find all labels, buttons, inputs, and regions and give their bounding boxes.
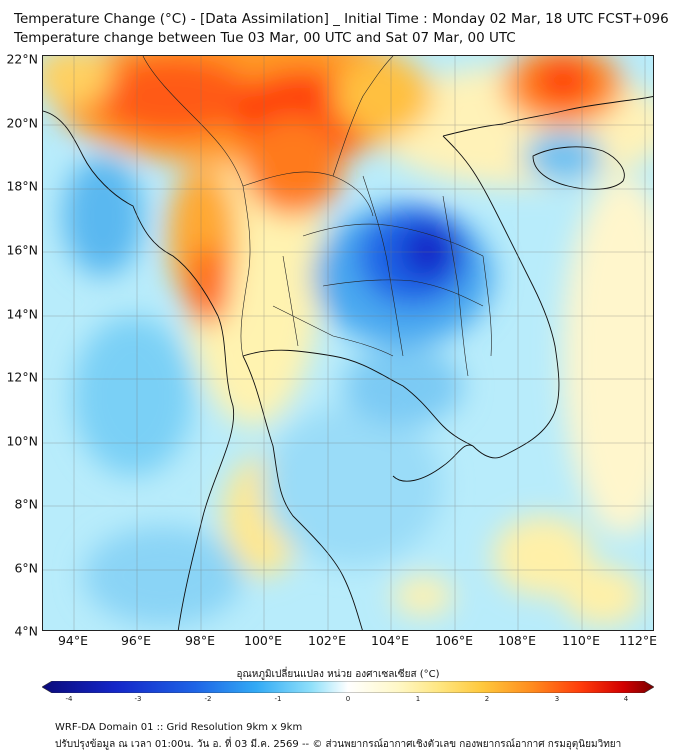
lon-label-98e: 98°E xyxy=(184,633,216,648)
map-title: Temperature Change (°C) - [Data Assimila… xyxy=(14,11,669,27)
colorbar xyxy=(42,681,654,693)
colorbar-tick-label: 4 xyxy=(623,695,629,703)
lon-label-106e: 106°E xyxy=(434,633,474,648)
province-borders xyxy=(142,56,492,377)
lat-label-6n: 6°N xyxy=(14,560,38,576)
colorbar-tick-label: 3 xyxy=(554,695,560,703)
lon-label-108e: 108°E xyxy=(497,633,537,648)
lat-label-10n: 10°N xyxy=(6,433,38,449)
graticule xyxy=(43,56,653,630)
lat-label-8n: 8°N xyxy=(14,496,38,512)
lat-label-16n: 16°N xyxy=(6,242,38,258)
lat-label-4n: 4°N xyxy=(14,623,38,639)
temperature-field xyxy=(43,56,653,626)
colorbar-tick-label: -2 xyxy=(204,695,212,703)
footer-update-info: ปรับปรุงข้อมูล ณ เวลา 01:00น. วัน อ. ที่… xyxy=(55,739,622,750)
colorbar-title: อุณหภูมิเปลี่ยนแปลง หน่วย องศาเซลเซียส (… xyxy=(236,669,440,680)
lon-label-96e: 96°E xyxy=(120,633,152,648)
colorbar-tick-label: 2 xyxy=(484,695,490,703)
footer-model-info: WRF-DA Domain 01 :: Grid Resolution 9km … xyxy=(55,722,303,733)
lat-label-14n: 14°N xyxy=(6,306,38,322)
lat-label-12n: 12°N xyxy=(6,369,38,385)
colorbar-tick-label: -1 xyxy=(274,695,282,703)
lon-label-112e: 112°E xyxy=(618,633,658,648)
lat-label-18n: 18°N xyxy=(6,178,38,194)
colorbar-tick-label: 1 xyxy=(415,695,421,703)
lon-label-110e: 110°E xyxy=(561,633,601,648)
lon-label-104e: 104°E xyxy=(370,633,410,648)
colorbar-tick-label: -4 xyxy=(65,695,73,703)
temperature-change-map xyxy=(42,55,654,631)
lon-label-94e: 94°E xyxy=(57,633,89,648)
lat-label-20n: 20°N xyxy=(6,115,38,131)
lon-label-102e: 102°E xyxy=(307,633,347,648)
map-canvas xyxy=(43,56,653,630)
colorbar-tick-label: 0 xyxy=(345,695,351,703)
colorbar-tick-label: -3 xyxy=(134,695,142,703)
coastlines xyxy=(43,96,653,630)
lon-label-100e: 100°E xyxy=(243,633,283,648)
lat-label-22n: 22°N xyxy=(6,51,38,67)
map-subtitle: Temperature change between Tue 03 Mar, 0… xyxy=(14,30,516,46)
